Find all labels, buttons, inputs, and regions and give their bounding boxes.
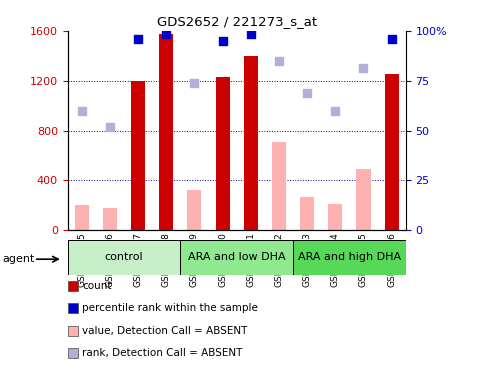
- Bar: [272, 142, 286, 230]
- Point: [162, 31, 170, 38]
- Bar: [328, 204, 342, 230]
- Text: control: control: [105, 252, 143, 262]
- Text: ARA and low DHA: ARA and low DHA: [188, 252, 285, 262]
- Text: ARA and high DHA: ARA and high DHA: [298, 252, 401, 262]
- Point: [247, 31, 255, 38]
- Point: [219, 38, 227, 44]
- Bar: [131, 81, 145, 230]
- Bar: [293, 240, 406, 275]
- Title: GDS2652 / 221273_s_at: GDS2652 / 221273_s_at: [156, 15, 317, 28]
- Point: [359, 65, 368, 71]
- Bar: [215, 77, 229, 230]
- Text: value, Detection Call = ABSENT: value, Detection Call = ABSENT: [82, 326, 247, 336]
- Point: [78, 108, 85, 114]
- Bar: [180, 240, 293, 275]
- Point: [303, 90, 311, 96]
- Point: [388, 36, 396, 43]
- Text: agent: agent: [2, 254, 35, 264]
- Text: count: count: [82, 281, 112, 291]
- Bar: [103, 208, 117, 230]
- Text: percentile rank within the sample: percentile rank within the sample: [82, 303, 258, 313]
- Text: rank, Detection Call = ABSENT: rank, Detection Call = ABSENT: [82, 348, 242, 358]
- Bar: [159, 35, 173, 230]
- Point: [331, 108, 339, 114]
- Bar: [356, 169, 370, 230]
- Bar: [75, 205, 89, 230]
- Bar: [187, 190, 201, 230]
- Point: [134, 36, 142, 43]
- Bar: [244, 56, 258, 230]
- Bar: [68, 240, 180, 275]
- Point: [190, 80, 199, 86]
- Point: [275, 58, 283, 64]
- Bar: [300, 197, 314, 230]
- Bar: [384, 74, 398, 230]
- Point: [106, 124, 114, 130]
